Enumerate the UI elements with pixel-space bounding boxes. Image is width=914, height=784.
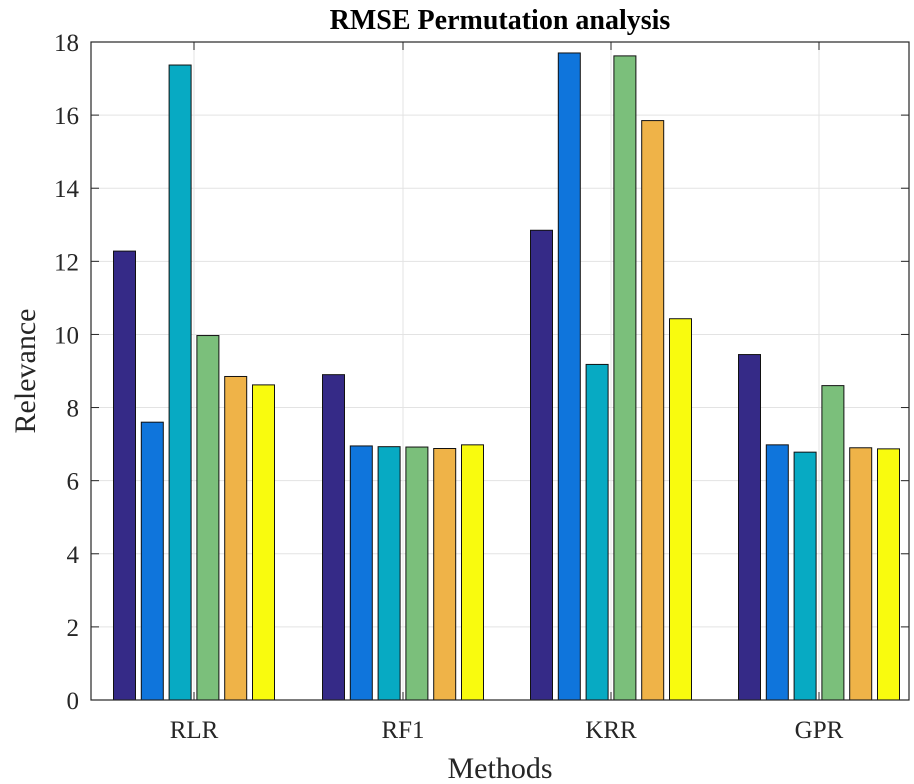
bar-rf1-series-3 bbox=[377, 446, 401, 701]
y-tick-label: 8 bbox=[67, 396, 80, 423]
bar-gpr-series-5 bbox=[849, 447, 873, 701]
bar-krr-series-3 bbox=[585, 363, 609, 701]
bar-gpr-series-3 bbox=[793, 451, 817, 701]
y-tick-label: 10 bbox=[54, 322, 79, 349]
bar-rf1-series-1 bbox=[322, 374, 345, 701]
bar-rf1-series-5 bbox=[433, 448, 457, 701]
plot-frame bbox=[90, 41, 910, 701]
y-tick-label: 6 bbox=[67, 469, 80, 496]
x-axis-label: Methods bbox=[448, 752, 553, 784]
bar-rlr-series-5 bbox=[224, 375, 248, 701]
bar-krr-series-6 bbox=[669, 318, 692, 701]
bar-gpr-series-2 bbox=[765, 444, 789, 701]
bar-rf1-series-6 bbox=[461, 444, 484, 701]
y-tick-label: 2 bbox=[67, 615, 80, 642]
bar-krr-series-5 bbox=[641, 120, 665, 701]
bar-rlr-series-1 bbox=[113, 250, 136, 701]
y-tick-label: 4 bbox=[67, 542, 80, 569]
bar-gpr-series-6 bbox=[877, 448, 900, 701]
y-tick-label: 12 bbox=[54, 249, 79, 276]
y-tick-label: 0 bbox=[67, 688, 80, 715]
bar-krr-series-4 bbox=[613, 55, 637, 701]
bar-rlr-series-4 bbox=[196, 335, 220, 701]
x-tick-label: KRR bbox=[585, 717, 637, 744]
y-axis-label: Relevance bbox=[9, 309, 42, 434]
bar-rlr-series-2 bbox=[140, 421, 164, 701]
bar-gpr-series-1 bbox=[738, 354, 761, 701]
y-tick-label: 18 bbox=[54, 30, 79, 57]
x-tick-label: RF1 bbox=[381, 717, 424, 744]
chart-title: RMSE Permutation analysis bbox=[330, 5, 671, 36]
bar-rf1-series-4 bbox=[405, 446, 429, 701]
axis-ticks: 0 2 4 6 8 10 12 14 16 18 RLR RF1 KRR GPR bbox=[54, 30, 909, 744]
y-tick-label: 14 bbox=[54, 176, 80, 203]
bar-krr-series-1 bbox=[530, 229, 553, 701]
bars bbox=[113, 52, 900, 701]
bar-krr-series-2 bbox=[557, 52, 581, 701]
bar-rlr-series-6 bbox=[252, 384, 275, 701]
y-tick-label: 16 bbox=[54, 103, 79, 130]
bar-rf1-series-2 bbox=[349, 445, 373, 701]
x-tick-label: GPR bbox=[795, 717, 844, 744]
x-tick-label: RLR bbox=[170, 717, 219, 744]
bar-gpr-series-4 bbox=[821, 385, 845, 701]
bar-rlr-series-3 bbox=[168, 64, 192, 701]
